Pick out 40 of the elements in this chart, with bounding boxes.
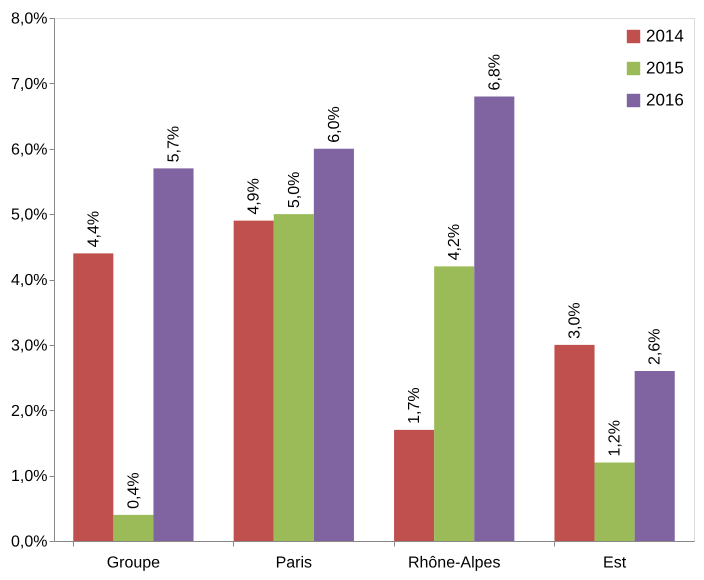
bar xyxy=(634,371,675,541)
y-tick-label: 1,0% xyxy=(11,468,48,486)
x-tick-label: Paris xyxy=(276,554,312,572)
data-label: 3,0% xyxy=(566,302,584,339)
y-tick-label: 7,0% xyxy=(11,76,48,93)
bar xyxy=(113,514,154,541)
y-tick-label: 5,0% xyxy=(11,206,48,224)
y-tick-label: 2,0% xyxy=(11,402,48,420)
data-label: 2,6% xyxy=(646,328,664,366)
y-tick-label: 6,0% xyxy=(11,141,48,158)
legend-label: 2014 xyxy=(646,26,684,46)
bar xyxy=(274,214,314,541)
data-label: 4,4% xyxy=(85,210,102,248)
y-tick-label: 0,0% xyxy=(11,534,48,550)
legend-label: 2015 xyxy=(646,58,684,78)
data-label: 1,7% xyxy=(406,387,424,424)
legend-label: 2016 xyxy=(646,90,684,110)
bar xyxy=(234,220,274,541)
data-label: 5,7% xyxy=(166,126,182,162)
bar xyxy=(594,462,635,541)
data-label: 5,0% xyxy=(286,172,303,208)
data-label: 4,9% xyxy=(246,178,263,215)
data-label: 0,4% xyxy=(125,472,142,509)
data-label: 1,2% xyxy=(606,420,624,457)
bar xyxy=(394,430,434,541)
x-tick-label: Rhône-Alpes xyxy=(408,554,500,572)
bar xyxy=(73,253,114,541)
data-label: 6,8% xyxy=(486,54,504,90)
data-label: 6,0% xyxy=(326,106,343,143)
y-tick-label: 8,0% xyxy=(11,10,48,28)
x-tick-label: Groupe xyxy=(106,554,160,572)
y-tick-label: 3,0% xyxy=(11,337,48,354)
bar xyxy=(434,266,474,541)
x-tick-label: Est xyxy=(603,554,627,572)
bar xyxy=(474,96,514,541)
y-tick-label: 4,0% xyxy=(11,272,48,289)
data-label: 4,2% xyxy=(446,224,464,260)
bar xyxy=(153,168,194,541)
bar xyxy=(314,148,354,541)
bar xyxy=(554,344,595,541)
